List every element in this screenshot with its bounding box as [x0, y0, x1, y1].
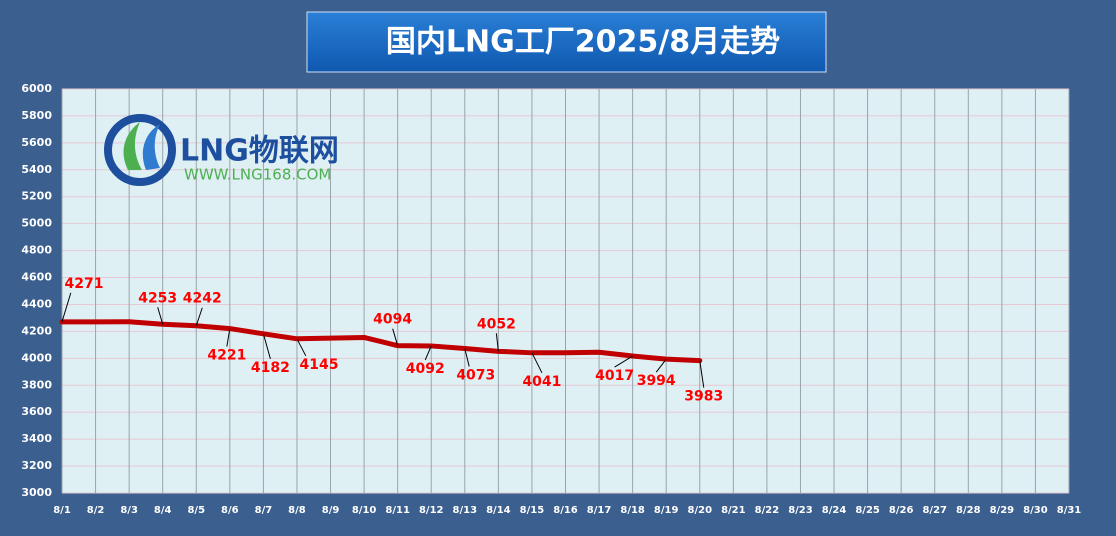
data-label: 4041 [522, 374, 561, 390]
data-label: 3983 [684, 389, 723, 405]
leader-line [296, 338, 307, 357]
y-tick-label: 4000 [21, 351, 52, 364]
x-tick-label: 8/27 [922, 505, 947, 516]
leader-line [157, 307, 164, 325]
data-label: 4253 [138, 290, 177, 306]
y-tick-label: 4600 [21, 271, 52, 284]
y-tick-label: 4400 [21, 297, 52, 310]
x-tick-label: 8/25 [855, 505, 880, 516]
x-tick-label: 8/3 [120, 505, 138, 516]
x-tick-label: 8/31 [1057, 505, 1082, 516]
y-tick-label: 5600 [21, 136, 52, 149]
logo-ring [104, 114, 176, 186]
x-tick-label: 8/12 [419, 505, 444, 516]
x-tick-label: 8/9 [322, 505, 340, 516]
leader-line [495, 333, 499, 352]
x-tick-label: 8/18 [620, 505, 645, 516]
x-tick-label: 8/16 [553, 505, 578, 516]
logo: LNG物联网 WWW.LNG168.COM [104, 114, 339, 186]
data-label: 4145 [299, 357, 338, 373]
x-tick-label: 8/7 [255, 505, 273, 516]
data-label: 4242 [183, 291, 222, 307]
x-tick-label: 8/14 [486, 505, 511, 516]
x-tick-label: 8/20 [688, 505, 713, 516]
x-tick-label: 8/6 [221, 505, 239, 516]
logo-url: WWW.LNG168.COM [184, 166, 331, 184]
leader-line [226, 328, 231, 347]
data-label: 4221 [207, 348, 246, 364]
logo-leaf [142, 124, 160, 170]
x-tick-label: 8/29 [990, 505, 1015, 516]
chart-title: 国内LNG工厂2025/8月走势 [386, 25, 780, 60]
y-tick-label: 5000 [21, 217, 52, 230]
leader-line [699, 360, 705, 388]
leader-line [464, 348, 470, 367]
y-tick-label: 6000 [21, 82, 52, 95]
leader-line [614, 355, 633, 368]
x-tick-label: 8/26 [889, 505, 914, 516]
y-tick-label: 3600 [21, 405, 52, 418]
logo-leaf [123, 122, 142, 170]
data-line [59, 319, 703, 364]
data-label: 4092 [406, 361, 445, 377]
x-tick-label: 8/5 [187, 505, 205, 516]
x-tick-label: 8/11 [385, 505, 410, 516]
data-label: 4094 [373, 312, 412, 328]
leader-line [195, 307, 203, 326]
data-label: 4017 [595, 368, 634, 384]
y-tick-label: 3000 [21, 486, 52, 499]
data-label: 4052 [477, 316, 516, 332]
data-label: 4182 [251, 360, 290, 376]
x-tick-label: 8/30 [1023, 505, 1048, 516]
x-tick-label: 8/15 [520, 505, 545, 516]
x-tick-label: 8/19 [654, 505, 679, 516]
y-tick-label: 4200 [21, 324, 52, 337]
leader-line [531, 352, 543, 374]
x-tick-label: 8/8 [288, 505, 306, 516]
title-box [306, 11, 827, 73]
x-tick-label: 8/4 [154, 505, 172, 516]
logo-text: LNG物联网 [180, 134, 339, 169]
y-tick-label: 5800 [21, 109, 52, 122]
x-tick-label: 8/21 [721, 505, 746, 516]
y-tick-label: 3200 [21, 459, 52, 472]
data-label: 4073 [456, 368, 495, 384]
leader-line [392, 328, 399, 346]
x-tick-label: 8/24 [822, 505, 847, 516]
x-tick-label: 8/23 [788, 505, 813, 516]
leader-line [61, 292, 72, 322]
x-tick-label: 8/2 [87, 505, 105, 516]
x-tick-label: 8/28 [956, 505, 981, 516]
data-label: 4271 [65, 276, 104, 292]
y-tick-label: 5200 [21, 190, 52, 203]
leader-line [262, 333, 271, 359]
x-tick-label: 8/10 [352, 505, 377, 516]
leader-line [424, 345, 432, 361]
y-tick-label: 3800 [21, 378, 52, 391]
y-tick-label: 5400 [21, 163, 52, 176]
x-tick-label: 8/13 [453, 505, 478, 516]
x-tick-label: 8/22 [755, 505, 780, 516]
y-tick-label: 3400 [21, 432, 52, 445]
x-tick-label: 8/1 [53, 505, 71, 516]
y-tick-label: 4800 [21, 244, 52, 257]
data-label: 3994 [637, 373, 676, 389]
leader-line [655, 358, 667, 373]
x-tick-label: 8/17 [587, 505, 612, 516]
